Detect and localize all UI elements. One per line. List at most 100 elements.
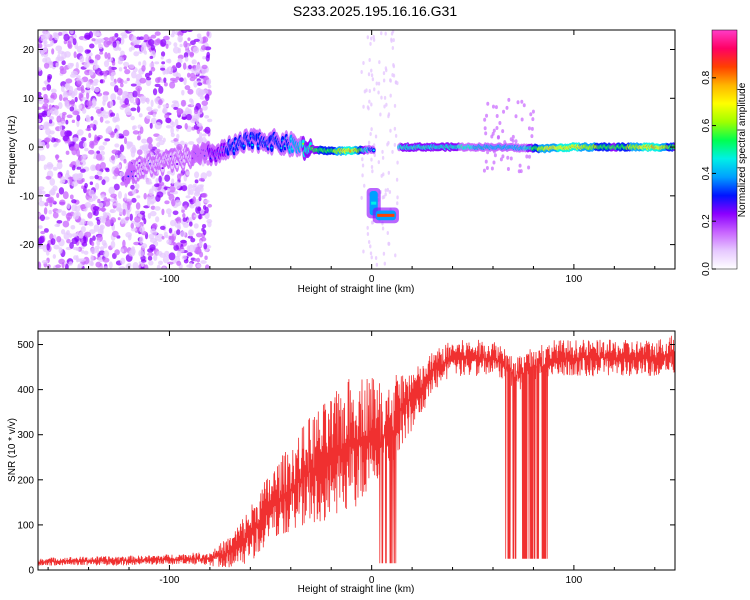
- noise-blob: [201, 133, 207, 137]
- noise-blob: [38, 106, 42, 111]
- ridge-blob: [302, 142, 305, 145]
- noise-blob: [370, 157, 373, 162]
- noise-blob: [518, 163, 522, 168]
- noise-blob: [40, 230, 46, 235]
- noise-blob: [193, 80, 198, 88]
- noise-blob: [95, 109, 102, 114]
- noise-blob: [60, 229, 66, 235]
- noise-blob: [101, 179, 106, 186]
- noise-blob: [171, 30, 176, 36]
- noise-blob: [129, 213, 133, 221]
- noise-blob: [145, 78, 152, 87]
- noise-blob: [200, 260, 207, 264]
- noise-blob: [514, 114, 518, 119]
- noise-blob: [95, 261, 102, 268]
- noise-blob: [180, 30, 188, 34]
- noise-blob: [484, 131, 488, 136]
- noise-blob: [98, 145, 105, 151]
- noise-blob: [362, 104, 365, 109]
- noise-blob: [175, 76, 180, 81]
- noise-blob: [134, 39, 141, 44]
- noise-blob: [155, 177, 159, 184]
- noise-blob: [140, 266, 145, 269]
- snr-axes: -100 0 100 0 100 200 300 400 500: [17, 331, 675, 586]
- noise-blob: [88, 198, 94, 203]
- noise-blob: [511, 134, 515, 139]
- noise-blob: [94, 174, 99, 180]
- noise-blob: [87, 149, 95, 155]
- noise-blob: [188, 230, 194, 237]
- noise-blob: [132, 262, 139, 269]
- noise-blob: [94, 58, 98, 66]
- noise-blob: [498, 120, 502, 125]
- noise-blob: [87, 211, 93, 219]
- noise-blob: [81, 108, 87, 114]
- noise-blob: [56, 115, 62, 123]
- noise-blob: [130, 184, 135, 190]
- noise-blob: [67, 138, 71, 145]
- noise-blob: [149, 62, 155, 69]
- noise-blob: [65, 212, 73, 220]
- noise-blob: [68, 261, 73, 266]
- noise-blob: [188, 141, 195, 145]
- noise-blob: [361, 163, 365, 168]
- noise-blob: [131, 70, 137, 79]
- noise-blob: [111, 149, 119, 154]
- noise-blob: [152, 113, 156, 118]
- noise-blob: [387, 241, 391, 246]
- spectrogram-ytick-label: -10: [20, 191, 35, 202]
- spectrogram-xtick-label: 0: [369, 274, 375, 285]
- noise-blob: [194, 171, 200, 179]
- noise-blob: [101, 206, 106, 213]
- noise-blob: [107, 52, 111, 60]
- noise-blob: [139, 95, 147, 102]
- noise-blob: [110, 217, 117, 224]
- noise-blob: [93, 65, 99, 70]
- noise-blob: [369, 251, 373, 256]
- noise-blob: [195, 102, 202, 110]
- noise-blob: [531, 117, 535, 122]
- noise-blob: [391, 30, 395, 34]
- noise-blob: [162, 255, 170, 264]
- noise-blob: [99, 51, 104, 55]
- noise-blob: [105, 127, 113, 133]
- noise-blob: [59, 180, 66, 184]
- noise-blob: [100, 150, 106, 156]
- noise-blob: [110, 93, 117, 101]
- noise-blob: [76, 45, 84, 54]
- noise-blob: [187, 187, 191, 196]
- noise-blob: [96, 150, 101, 155]
- noise-blob: [39, 196, 43, 203]
- noise-blob: [368, 99, 371, 104]
- noise-blob: [375, 81, 378, 86]
- noise-blob: [79, 55, 85, 63]
- noise-blob: [164, 174, 171, 182]
- noise-blob: [80, 84, 85, 92]
- noise-blob: [179, 230, 186, 237]
- noise-blob: [201, 136, 207, 143]
- noise-blob: [204, 93, 210, 102]
- noise-blob: [192, 46, 200, 54]
- noise-blob: [119, 144, 125, 153]
- noise-blob: [46, 142, 50, 149]
- feature-core: [371, 201, 377, 205]
- noise-blob: [84, 147, 89, 152]
- noise-blob: [44, 193, 51, 198]
- noise-blob: [122, 201, 128, 210]
- noise-blob: [194, 187, 201, 195]
- noise-blob: [198, 177, 205, 182]
- noise-blob: [149, 122, 153, 129]
- noise-blob: [158, 85, 164, 94]
- noise-blob: [165, 125, 173, 129]
- noise-blob: [80, 218, 86, 226]
- noise-blob: [52, 254, 57, 259]
- noise-blob: [119, 82, 124, 88]
- noise-blob: [83, 62, 90, 69]
- noise-blob: [531, 109, 535, 114]
- noise-blob: [174, 181, 181, 190]
- noise-blob: [60, 56, 64, 62]
- noise-blob: [38, 140, 43, 148]
- noise-blob: [123, 158, 127, 164]
- noise-blob: [119, 98, 124, 106]
- noise-blob: [181, 89, 185, 96]
